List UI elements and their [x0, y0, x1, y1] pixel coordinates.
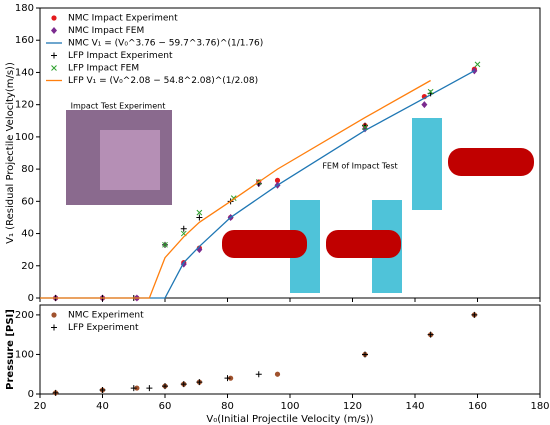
point [427, 331, 434, 338]
point [427, 88, 434, 95]
legend-label: NMC V₁ = (V₀^3.76 − 59.7^3.76)^(1/1.76) [68, 39, 263, 49]
annotation: FEM of Impact Test [322, 162, 397, 171]
point [180, 225, 187, 232]
fem-plate [412, 118, 442, 210]
point [421, 101, 428, 109]
point [228, 375, 234, 381]
legend-label: LFP V₁ = (V₀^2.08 − 54.8^2.08)^(1/2.08) [68, 76, 258, 86]
legend-label: NMC Impact FEM [68, 26, 144, 36]
fem-projectile [326, 230, 401, 258]
point [162, 241, 168, 248]
y-tick-label: 0 [28, 293, 34, 304]
y-axis-label: V₁ (Residual Projectile Velocity(m/s)) [5, 62, 16, 244]
legend-swatch [51, 15, 57, 21]
x-tick-label: 100 [280, 401, 299, 412]
point [362, 351, 368, 358]
x-tick-label: 60 [159, 401, 172, 412]
y-tick-label: 100 [15, 132, 34, 143]
point [255, 371, 262, 378]
y-tick-label: 120 [15, 100, 34, 111]
y-tick-label: 140 [15, 67, 34, 78]
y-tick-label: 0 [28, 389, 34, 400]
legend-swatch [51, 324, 57, 331]
legend-swatch [51, 65, 57, 71]
legend-label: LFP Experiment [68, 323, 139, 333]
y-tick-label: 60 [21, 196, 34, 207]
y-tick-label: 160 [15, 35, 34, 46]
y-tick-label: 200 [15, 310, 34, 321]
point [362, 124, 368, 131]
legend-label: LFP Impact Experiment [68, 51, 173, 61]
x-tick-label: 40 [96, 401, 109, 412]
x-tick-label: 120 [343, 401, 362, 412]
legend-swatch [51, 312, 57, 318]
line [40, 70, 475, 299]
photo-detail [100, 130, 160, 190]
point [224, 375, 231, 382]
point [162, 383, 168, 390]
y-tick-label: 180 [15, 3, 34, 14]
x-tick-label: 20 [34, 401, 47, 412]
y-axis-label: Pressure [PSI] [5, 309, 16, 390]
point [471, 311, 478, 318]
y-tick-label: 100 [15, 349, 34, 360]
legend-swatch [51, 27, 57, 34]
point [196, 209, 203, 216]
point [180, 381, 187, 388]
annotation: Impact Test Experiment [71, 102, 166, 111]
point [274, 177, 281, 183]
x-tick-label: 80 [221, 401, 234, 412]
fem-projectile [448, 148, 534, 176]
legend-swatch [51, 52, 57, 59]
point [130, 385, 137, 392]
y-tick-label: 20 [21, 261, 34, 272]
point [362, 125, 368, 133]
fem-projectile [222, 230, 307, 258]
y-tick-label: 40 [21, 229, 34, 240]
legend-label: LFP Impact FEM [68, 64, 139, 74]
point [146, 385, 153, 392]
point [274, 371, 281, 377]
legend-label: NMC Impact Experiment [68, 14, 178, 24]
x-tick-label: 140 [405, 401, 424, 412]
point [99, 387, 106, 394]
point [134, 385, 140, 391]
x-tick-label: 160 [468, 401, 487, 412]
point [196, 379, 203, 386]
y-tick-label: 80 [21, 164, 34, 175]
point [52, 389, 59, 396]
line [40, 79, 431, 299]
legend-label: NMC Experiment [68, 311, 144, 321]
x-axis-label: V₀(Initial Projectile Velocity (m/s)) [206, 414, 373, 425]
point [474, 61, 481, 68]
x-tick-label: 180 [530, 401, 549, 412]
point [196, 214, 203, 221]
